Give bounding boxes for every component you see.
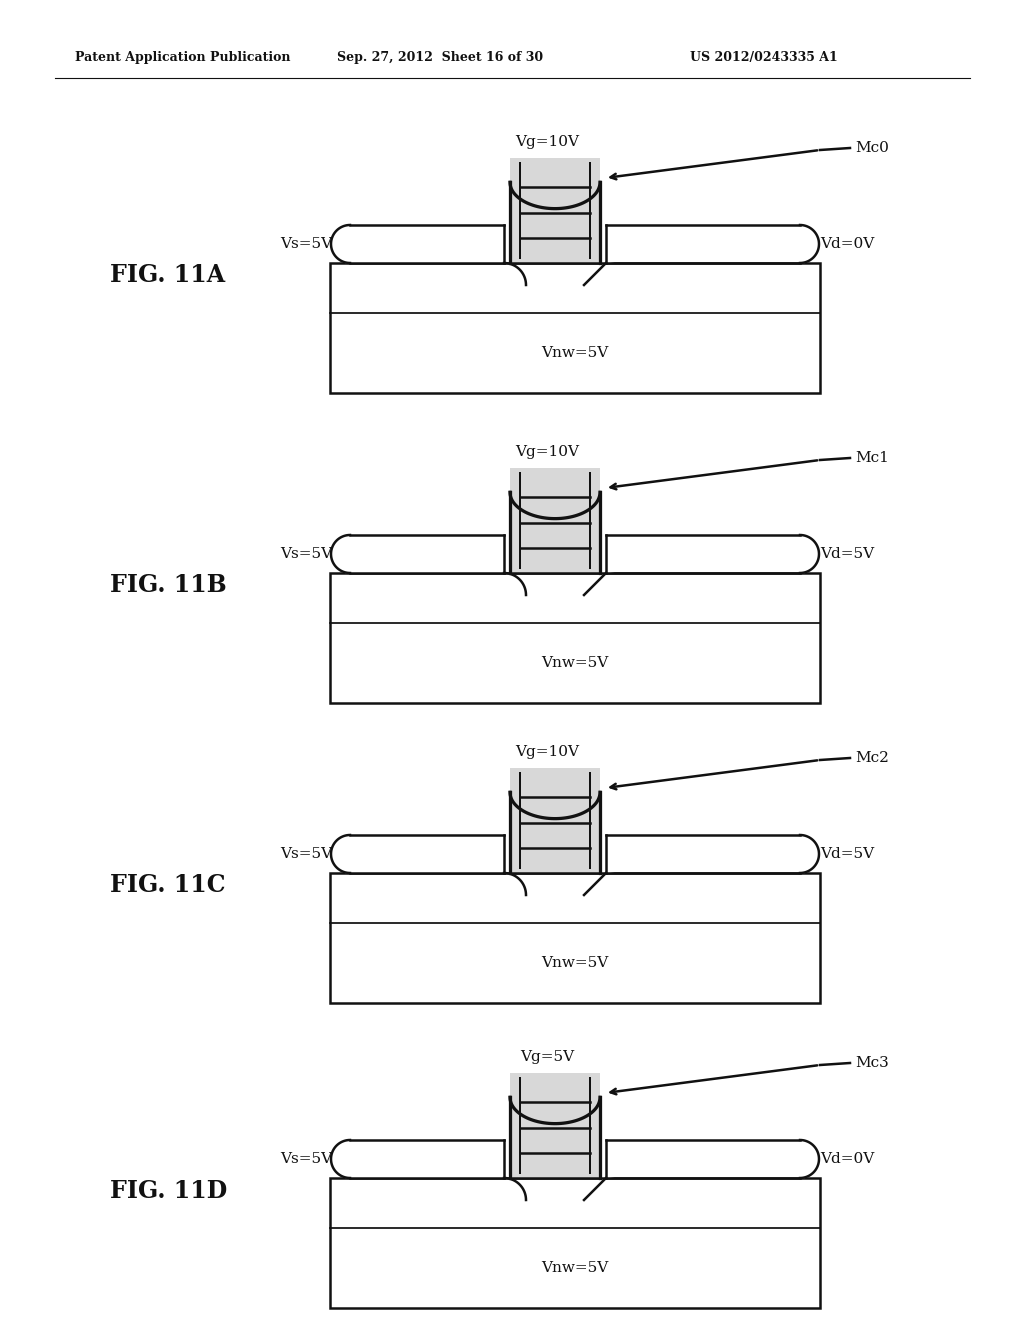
Text: Vd=0V: Vd=0V <box>820 1152 874 1166</box>
Text: Mc0: Mc0 <box>855 141 889 154</box>
Bar <box>330 1177 820 1308</box>
Text: US 2012/0243335 A1: US 2012/0243335 A1 <box>690 51 838 65</box>
Text: Vg=10V: Vg=10V <box>515 445 579 459</box>
Polygon shape <box>606 1140 819 1177</box>
Text: Vs=5V: Vs=5V <box>280 238 332 251</box>
Bar <box>330 873 820 1003</box>
Text: FIG. 11C: FIG. 11C <box>110 874 225 898</box>
Bar <box>510 768 600 873</box>
Text: Mc3: Mc3 <box>855 1056 889 1071</box>
Text: FIG. 11A: FIG. 11A <box>110 264 225 288</box>
Polygon shape <box>331 224 504 263</box>
Bar <box>330 263 820 393</box>
Text: FIG. 11B: FIG. 11B <box>110 573 226 598</box>
Bar <box>330 573 820 704</box>
Polygon shape <box>606 836 819 873</box>
Text: Vg=10V: Vg=10V <box>515 135 579 149</box>
Polygon shape <box>606 535 819 573</box>
Text: Vnw=5V: Vnw=5V <box>542 956 608 970</box>
Text: Vd=5V: Vd=5V <box>820 546 874 561</box>
Text: Patent Application Publication: Patent Application Publication <box>75 51 291 65</box>
Text: Vg=10V: Vg=10V <box>515 744 579 759</box>
Text: Vnw=5V: Vnw=5V <box>542 346 608 360</box>
Polygon shape <box>606 224 819 263</box>
Bar <box>510 1073 600 1177</box>
Text: Sep. 27, 2012  Sheet 16 of 30: Sep. 27, 2012 Sheet 16 of 30 <box>337 51 543 65</box>
Text: FIG. 11D: FIG. 11D <box>110 1179 227 1203</box>
Text: Vd=0V: Vd=0V <box>820 238 874 251</box>
Polygon shape <box>331 535 504 573</box>
Text: Vg=5V: Vg=5V <box>520 1049 574 1064</box>
Text: Vnw=5V: Vnw=5V <box>542 1261 608 1275</box>
Text: Vs=5V: Vs=5V <box>280 847 332 861</box>
Text: Vd=5V: Vd=5V <box>820 847 874 861</box>
Text: Mc2: Mc2 <box>855 751 889 766</box>
Text: Vnw=5V: Vnw=5V <box>542 656 608 671</box>
Polygon shape <box>331 1140 504 1177</box>
Bar <box>510 158 600 263</box>
Text: Vs=5V: Vs=5V <box>280 1152 332 1166</box>
Text: Mc1: Mc1 <box>855 451 889 465</box>
Bar <box>510 469 600 573</box>
Polygon shape <box>331 836 504 873</box>
Text: Vs=5V: Vs=5V <box>280 546 332 561</box>
